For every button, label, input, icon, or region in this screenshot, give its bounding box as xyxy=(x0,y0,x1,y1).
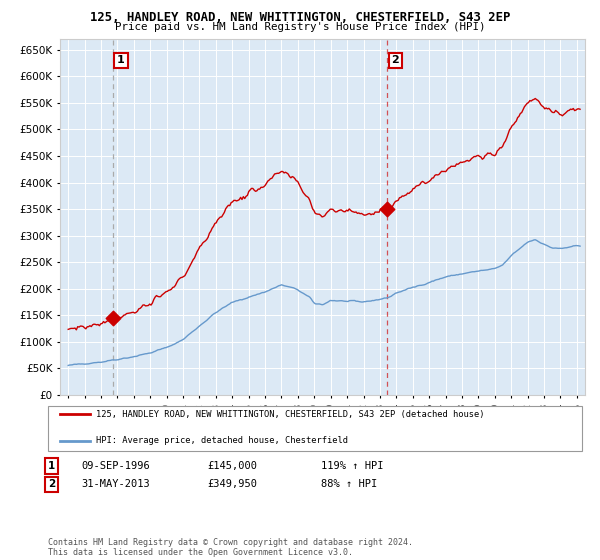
Text: 125, HANDLEY ROAD, NEW WHITTINGTON, CHESTERFIELD, S43 2EP: 125, HANDLEY ROAD, NEW WHITTINGTON, CHES… xyxy=(90,11,510,24)
Text: £349,950: £349,950 xyxy=(207,479,257,489)
Text: 31-MAY-2013: 31-MAY-2013 xyxy=(81,479,150,489)
Text: Price paid vs. HM Land Registry's House Price Index (HPI): Price paid vs. HM Land Registry's House … xyxy=(115,22,485,32)
Text: 09-SEP-1996: 09-SEP-1996 xyxy=(81,461,150,471)
Text: 2: 2 xyxy=(391,55,399,66)
Text: 88% ↑ HPI: 88% ↑ HPI xyxy=(321,479,377,489)
Text: £145,000: £145,000 xyxy=(207,461,257,471)
Text: 1: 1 xyxy=(48,461,55,471)
Text: 1: 1 xyxy=(117,55,125,66)
Text: 125, HANDLEY ROAD, NEW WHITTINGTON, CHESTERFIELD, S43 2EP (detached house): 125, HANDLEY ROAD, NEW WHITTINGTON, CHES… xyxy=(96,410,485,419)
Text: 2: 2 xyxy=(48,479,55,489)
Text: HPI: Average price, detached house, Chesterfield: HPI: Average price, detached house, Ches… xyxy=(96,436,348,445)
Text: Contains HM Land Registry data © Crown copyright and database right 2024.
This d: Contains HM Land Registry data © Crown c… xyxy=(48,538,413,557)
Text: 119% ↑ HPI: 119% ↑ HPI xyxy=(321,461,383,471)
Point xyxy=(382,204,392,213)
Point xyxy=(108,314,118,323)
